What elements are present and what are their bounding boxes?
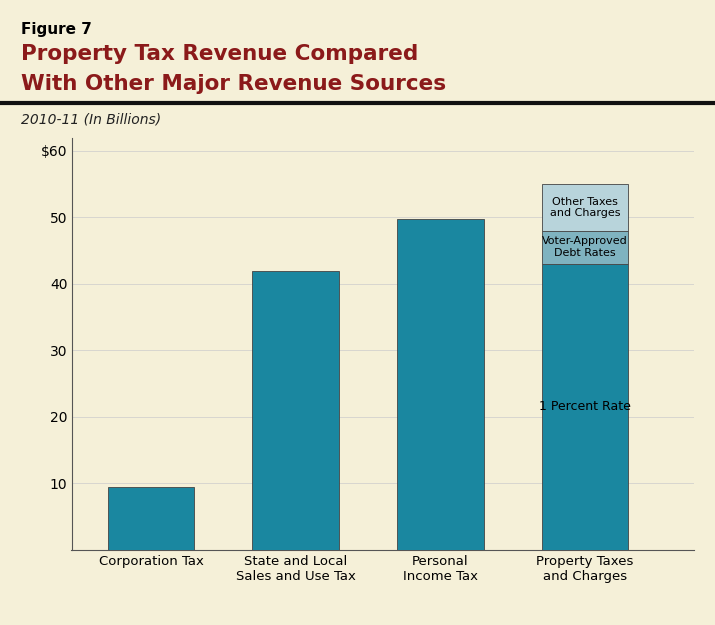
Text: Voter-Approved
Debt Rates: Voter-Approved Debt Rates xyxy=(542,236,628,258)
Text: Figure 7: Figure 7 xyxy=(21,22,92,37)
Bar xyxy=(542,184,628,231)
Text: With Other Major Revenue Sources: With Other Major Revenue Sources xyxy=(21,74,447,94)
Text: Other Taxes
and Charges: Other Taxes and Charges xyxy=(550,196,621,218)
Text: Property Tax Revenue Compared: Property Tax Revenue Compared xyxy=(21,44,419,64)
Bar xyxy=(252,271,339,550)
Bar xyxy=(108,487,194,550)
Text: 2010-11 (In Billions): 2010-11 (In Billions) xyxy=(21,112,162,126)
Bar xyxy=(542,231,628,264)
Bar xyxy=(542,264,628,550)
Bar xyxy=(397,219,484,550)
Text: 1 Percent Rate: 1 Percent Rate xyxy=(539,401,631,414)
